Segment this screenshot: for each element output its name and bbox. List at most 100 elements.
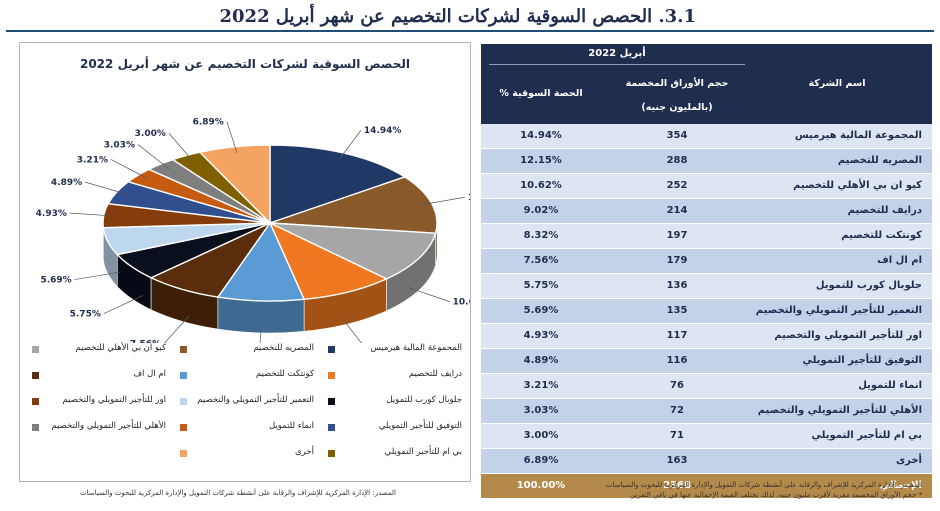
pie-slice <box>198 144 271 225</box>
leader-line <box>418 196 465 206</box>
table-row: 10.62% 252 كيو ان بي الأهلي للتخصيم <box>481 174 932 199</box>
row-share: 4.89% <box>523 355 559 366</box>
legend-label: درايف للتخصيم <box>408 369 462 379</box>
leader-line <box>226 121 238 154</box>
legend-swatch <box>32 346 39 353</box>
legend-swatch <box>180 372 187 379</box>
row-share: 7.56% <box>523 255 559 266</box>
row-company: كيو ان بي الأهلي للتخصيم <box>793 180 922 191</box>
table-total-row: 100.00% 2368 الإجمالي <box>481 474 932 499</box>
table-row: 8.32% 197 كونتكت للتخصيم <box>481 224 932 249</box>
row-company: المصريه للتخصيم <box>837 155 922 166</box>
row-volume: 117 <box>666 330 688 341</box>
row-share: 3.03% <box>523 405 559 416</box>
legend-item: المجموعة المالية هيرميس <box>324 343 462 357</box>
legend-label: الأهلي للتأجير التمويلي والتخصيم <box>51 421 166 431</box>
slice-label: 10.62% <box>453 298 470 308</box>
row-company: كونتكت للتخصيم <box>841 230 922 241</box>
legend-item: التوفيق للتأجير التمويلي <box>324 421 462 435</box>
row-volume: 116 <box>666 355 688 366</box>
slice-label: 4.93% <box>36 209 67 219</box>
row-share: 14.94% <box>520 130 562 141</box>
row-share: 5.75% <box>523 280 559 291</box>
chart-source-note: المصدر: الإدارة المركزية للإشراف والرقاب… <box>80 489 396 497</box>
row-company: التوفيق للتأجير التمويلي <box>802 355 922 366</box>
legend-swatch <box>180 346 187 353</box>
table-row: 5.69% 135 التعمير للتأجير التمويلي والتخصي… <box>481 299 932 324</box>
legend-swatch <box>32 372 39 379</box>
row-volume: 163 <box>666 455 688 466</box>
heading-rule <box>6 30 934 32</box>
header-period: أبريل 2022 <box>588 48 646 59</box>
row-company: انماء للتمويل <box>858 380 922 391</box>
legend-item: درايف للتخصيم <box>324 369 462 383</box>
section-heading: 3.1. الحصص السوقية لشركات التخصيم عن شهر… <box>0 4 940 30</box>
legend-label: التعمير للتأجير التمويلي والتخصيم <box>197 395 314 405</box>
table-footnote: * حجم الأوراق المخصمة مقربة لأقرب مليون … <box>629 491 922 499</box>
table-row: 5.75% 136 جلوبال كورب للتمويل <box>481 274 932 299</box>
slice-label: 3.21% <box>77 155 108 165</box>
slice-label: 4.89% <box>51 178 82 188</box>
slice-label: 3.03% <box>104 141 135 151</box>
slice-label: 5.75% <box>70 310 101 320</box>
legend-swatch <box>328 424 335 431</box>
total-label: الإجمالي <box>879 480 922 491</box>
header-volume: حجم الأوراق المخصمة <box>625 78 729 89</box>
legend-label: التوفيق للتأجير التمويلي <box>378 421 462 431</box>
row-volume: 354 <box>666 130 688 141</box>
total-share: 100.00% <box>516 480 566 491</box>
legend-swatch <box>328 450 335 457</box>
row-share: 5.69% <box>523 305 559 316</box>
table-row: 3.21% 76 انماء للتمويل <box>481 374 932 399</box>
slice-label: 14.94% <box>364 126 402 136</box>
row-volume: 214 <box>666 205 688 216</box>
table-row: 3.00% 71 بي ام للتأجير التمويلي <box>481 424 932 449</box>
legend-label: ام ال اف <box>133 369 166 379</box>
row-volume: 76 <box>670 380 684 391</box>
legend-item: اور للتأجير التمويلي والتخصيم <box>28 395 166 409</box>
chart-legend: المجموعة المالية هيرميس المصريه للتخصيم كي… <box>28 343 462 473</box>
legend-swatch <box>32 398 39 405</box>
legend-item: جلوبال كورب للتمويل <box>324 395 462 409</box>
legend-label: اور للتأجير التمويلي والتخصيم <box>62 395 166 405</box>
table-source-note: المصدر: الإدارة المركزية للإشراف والرقاب… <box>606 481 922 489</box>
legend-item: بي ام للتأجير التمويلي <box>324 447 462 461</box>
row-volume: 252 <box>666 180 688 191</box>
section-title: 3.1. الحصص السوقية لشركات التخصيم عن شهر… <box>219 6 697 27</box>
slice-label: 12.15% <box>468 193 470 203</box>
legend-label: كيو ان بي الأهلي للتخصيم <box>75 343 166 353</box>
pie-slice <box>216 221 306 302</box>
legend-label: بي ام للتأجير التمويلي <box>384 447 462 457</box>
legend-label: المصريه للتخصيم <box>253 343 314 353</box>
legend-swatch <box>328 372 335 379</box>
row-volume: 136 <box>666 280 688 291</box>
pie-slice <box>268 221 389 301</box>
header-company: اسم الشركة <box>808 78 866 89</box>
legend-swatch <box>32 424 39 431</box>
table-row: 9.02% 214 درايف للتخصيم <box>481 199 932 224</box>
leader-line <box>103 295 144 314</box>
slice-label: 3.00% <box>135 129 166 139</box>
leader-line <box>168 132 193 162</box>
pie-slice <box>269 222 437 280</box>
row-share: 10.62% <box>520 180 562 191</box>
row-company: اور للتأجير التمويلي والتخصيم <box>774 330 922 341</box>
row-share: 12.15% <box>520 155 562 166</box>
legend-swatch <box>180 450 187 457</box>
leader-line <box>407 286 450 302</box>
leader-line <box>164 315 190 343</box>
pie-chart-panel: الحصص السوقية لشركات التخصيم عن شهر أبري… <box>19 42 471 482</box>
table-row: 6.89% 163 أخرى <box>481 449 932 474</box>
row-company: أخرى <box>895 455 922 466</box>
slice-label: 7.56% <box>130 339 161 343</box>
row-company: جلوبال كورب للتمويل <box>815 280 922 291</box>
legend-item: كيو ان بي الأهلي للتخصيم <box>28 343 166 357</box>
row-volume: 72 <box>670 405 684 416</box>
legend-item: التعمير للتأجير التمويلي والتخصيم <box>176 395 314 409</box>
legend-swatch <box>328 398 335 405</box>
row-volume: 135 <box>666 305 688 316</box>
legend-item: أخرى <box>176 447 314 461</box>
legend-label: أخرى <box>295 447 314 457</box>
market-share-table: أبريل 2022 اسم الشركة حجم الأوراق المخصم… <box>481 44 932 499</box>
table-header: أبريل 2022 اسم الشركة حجم الأوراق المخصم… <box>481 44 932 124</box>
